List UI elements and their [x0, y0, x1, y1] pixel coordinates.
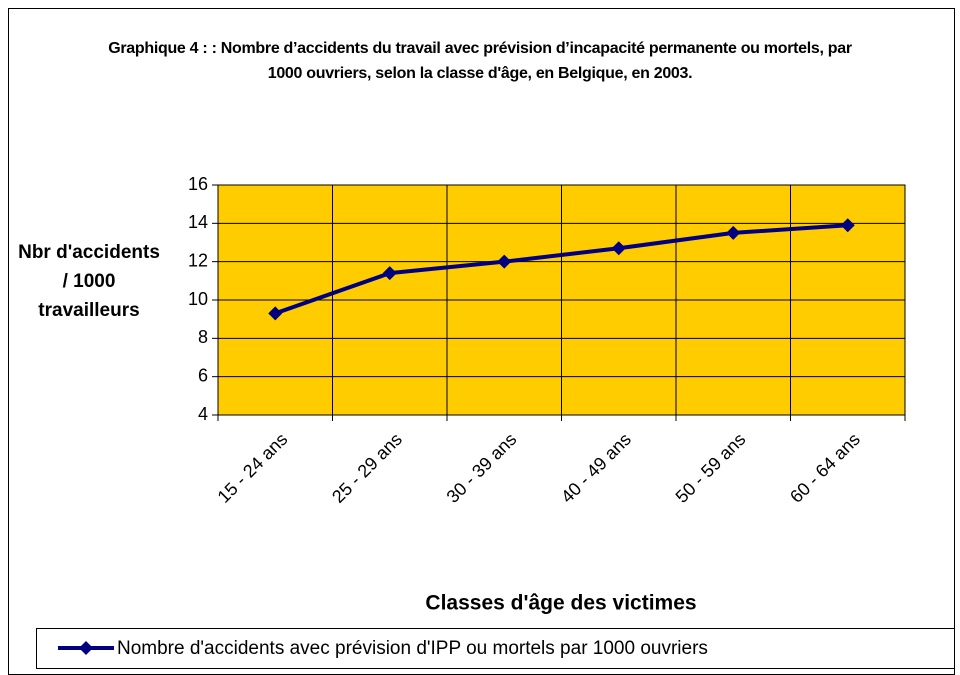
data-point [497, 254, 512, 269]
x-tick-label: 50 - 59 ans [672, 429, 750, 507]
y-tick-label: 14 [188, 212, 208, 232]
legend-box [36, 628, 955, 669]
x-tick-label: 30 - 39 ans [443, 429, 521, 507]
y-tick-label: 16 [188, 174, 208, 194]
legend-marker [79, 641, 93, 655]
y-tick-label: 8 [198, 327, 208, 347]
x-tick-label: 40 - 49 ans [557, 429, 635, 507]
chart-title: Graphique 4 : : Nombre d’accidents du tr… [108, 40, 852, 82]
data-point [382, 266, 397, 281]
data-point [726, 225, 741, 240]
data-point [268, 306, 283, 321]
y-axis-label: Nbr d'accidents / 1000 travailleurs [18, 242, 160, 321]
data-point [611, 241, 626, 256]
y-tick-label: 12 [188, 250, 208, 270]
y-tick-label: 4 [198, 404, 208, 424]
x-tick-label: 25 - 29 ans [328, 429, 406, 507]
x-axis-label: Classes d'âge des victimes [425, 592, 696, 615]
legend-label: Nombre d'accidents avec prévision d'IPP … [117, 638, 708, 659]
y-tick-label: 10 [188, 289, 208, 309]
x-tick-label: 60 - 64 ans [786, 429, 864, 507]
data-line [274, 223, 848, 316]
x-tick-label: 15 - 24 ans [214, 429, 292, 507]
y-tick-label: 6 [198, 365, 208, 385]
data-point [840, 218, 855, 233]
